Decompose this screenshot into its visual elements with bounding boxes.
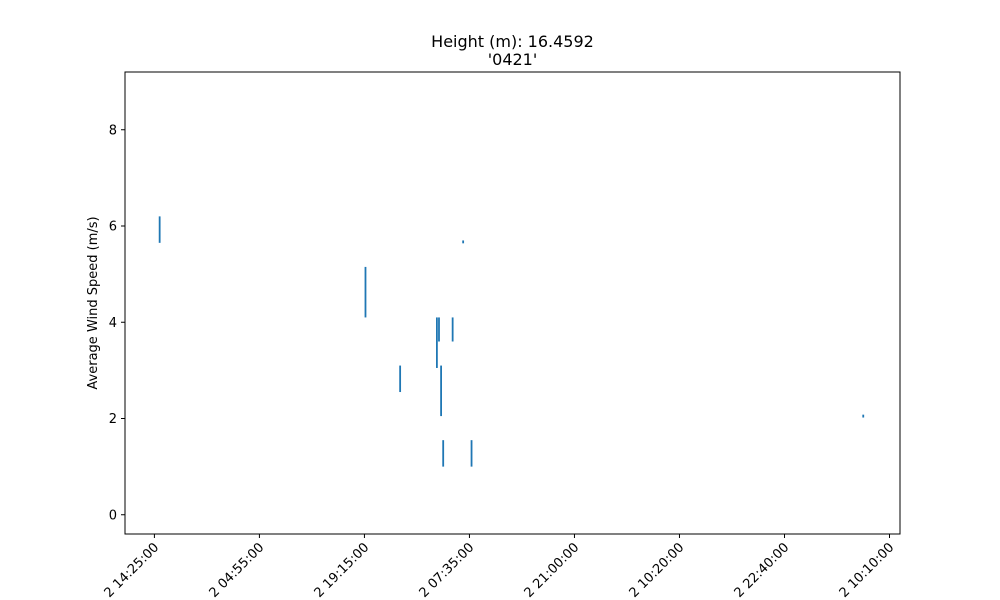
y-tick-label: 0 [109,508,117,523]
x-axis: 2 14:25:00 2 04:55:00 2 19:15:00 2 07:35:00… [102,534,898,600]
series-wind-speed [158,216,865,467]
y-tick-label: 4 [109,316,117,331]
x-tick-label: 2 10:10:00 [837,540,898,600]
x-tick-label: 2 10:20:00 [627,540,688,600]
x-tick-label: 2 07:35:00 [417,540,478,600]
x-tick-label: 2 21:00:00 [522,540,583,600]
x-tick-label: 2 19:15:00 [312,540,373,600]
x-tick-label: 2 22:40:00 [732,540,793,600]
x-tick-label: 2 14:25:00 [102,540,163,600]
y-tick-label: 8 [109,123,117,138]
y-tick-label: 6 [109,220,117,235]
axes-frame [124,71,901,535]
y-axis: 0 2 4 6 8 [109,123,125,523]
y-tick-label: 2 [109,412,117,427]
chart-title: Height (m): 16.4592 [431,32,594,51]
y-axis-label: Average Wind Speed (m/s) [86,216,101,389]
x-tick-label: 2 04:55:00 [207,540,268,600]
chart-subtitle: '0421' [487,50,538,69]
